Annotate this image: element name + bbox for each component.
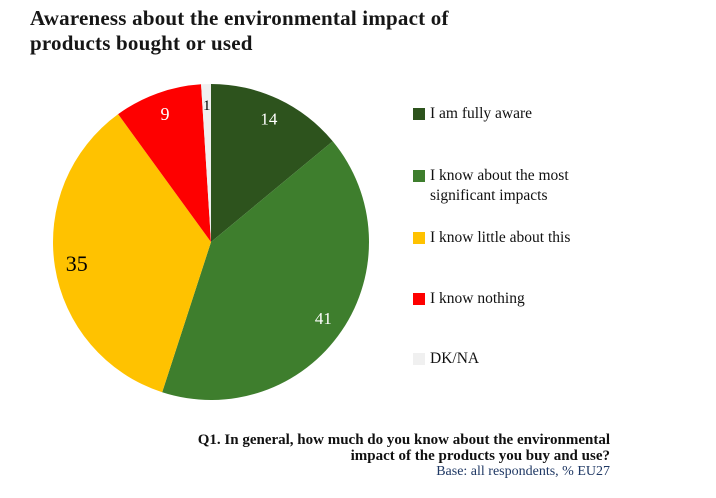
legend-swatch-yellow [413,232,425,244]
legend-item-dk-na: DK/NA [413,349,625,369]
legend-item-i-know-little-about-this: I know little about this [413,228,625,248]
pie-slice-i-know-little-about-this [53,114,211,393]
pie-chart: 14 41 35 9 1 [53,84,369,401]
pie-value-label-i-know-about-the-most-significant-impacts: 41 [315,309,332,328]
question-text-line2: impact of the products you buy and use? [350,448,610,464]
legend-label: I know nothing [430,290,525,307]
legend-label: I know little about this [430,229,571,246]
pie-slice-i-know-nothing [118,84,211,242]
legend-item-i-am-fully-aware: I am fully aware [413,104,625,124]
pie-value-label-i-know-nothing: 9 [161,104,170,124]
pie-value-label-dk-na: 1 [203,98,211,114]
pie-value-label-i-know-little-about-this: 35 [66,251,88,276]
question-text-line1: Q1. In general, how much do you know abo… [197,432,610,448]
legend-swatch-red [413,293,425,305]
pie-slice-i-know-about-the-most-significant-impacts [162,141,369,401]
base-note: Base: all respondents, % EU27 [436,464,610,479]
chart-title: Awareness about the environmental impact… [30,6,630,56]
pie-slice-dk-na [201,84,211,242]
legend-label: DK/NA [430,350,480,367]
source-note: Q1. In general, how much do you know abo… [198,432,610,480]
legend-label: I know about the most significant impact… [430,167,569,204]
legend-swatch-green [413,170,425,182]
legend-item-i-know-about-the-most-significant-impacts: I know about the most significant impact… [413,166,625,206]
pie-value-label-i-am-fully-aware: 14 [260,110,278,129]
chart-title-line2: products bought or used [30,31,253,55]
legend-swatch-dark-green [413,108,425,120]
pie-slice-i-am-fully-aware [211,84,333,242]
legend-label: I am fully aware [430,105,532,122]
chart-title-line1: Awareness about the environmental impact… [30,6,449,30]
legend-item-i-know-nothing: I know nothing [413,289,625,309]
legend-swatch-light-gray [413,353,425,365]
